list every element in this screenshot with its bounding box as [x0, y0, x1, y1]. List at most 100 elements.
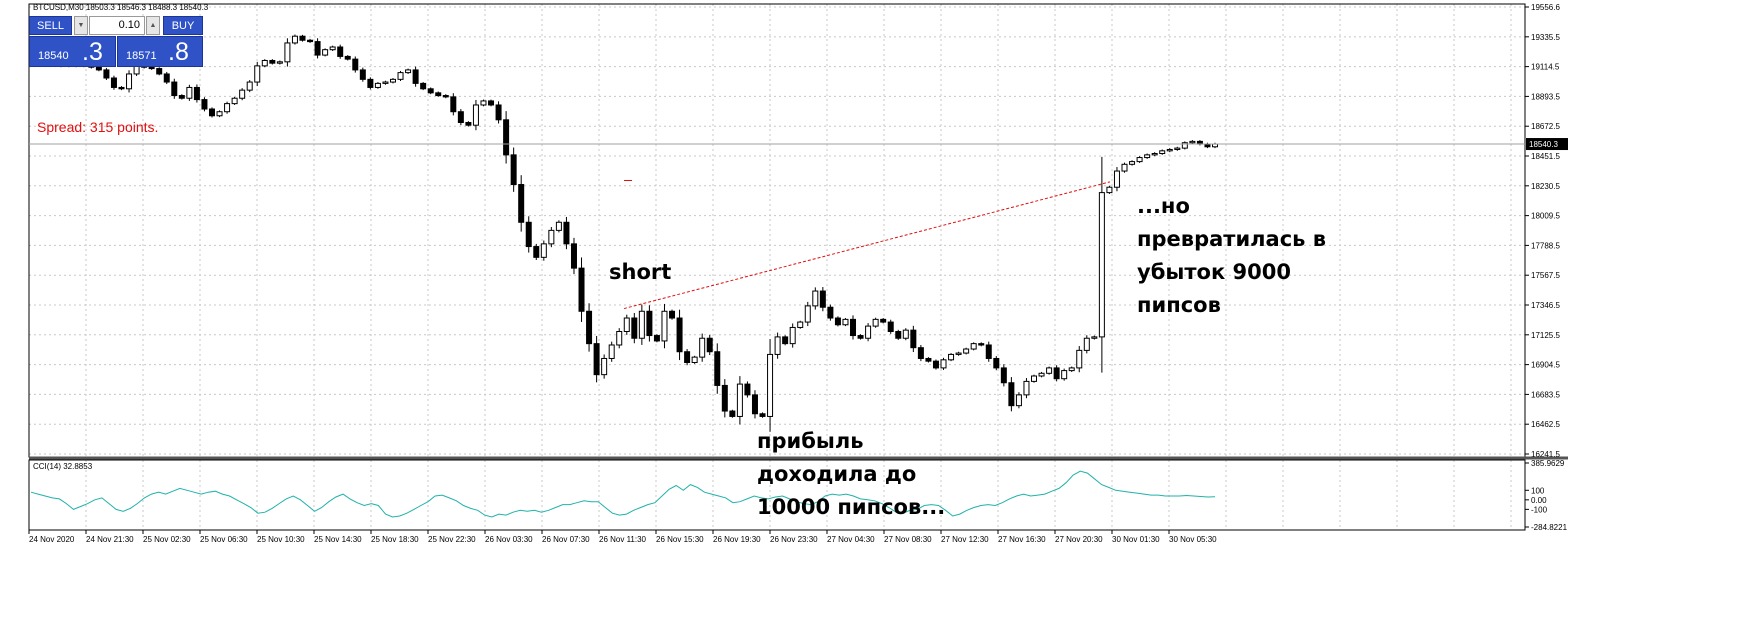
- bull-candle: [601, 357, 608, 376]
- bull-candle: [1121, 163, 1128, 172]
- bull-candle: [661, 310, 668, 342]
- annotation-loss-line: пипсов: [1137, 293, 1221, 317]
- bear-candle: [488, 100, 495, 106]
- time-tick-label: 24 Nov 2020: [29, 535, 75, 544]
- price-tick-label: 19335.5: [1531, 33, 1560, 42]
- bear-candle: [103, 69, 110, 79]
- bull-candle: [1046, 367, 1053, 374]
- lot-size-input[interactable]: 0.10: [89, 16, 145, 35]
- bear-candle: [525, 221, 532, 248]
- bear-candle: [751, 394, 758, 415]
- buy-price-button[interactable]: 18571 .8: [117, 36, 203, 67]
- bull-candle: [736, 383, 743, 417]
- time-tick-label: 27 Nov 16:30: [998, 535, 1046, 544]
- bull-candle: [1159, 150, 1166, 155]
- bear-candle: [850, 318, 857, 337]
- annotation-profit-line: прибыль: [757, 429, 864, 453]
- sell-button[interactable]: SELL: [29, 16, 72, 35]
- bear-candle: [684, 351, 691, 364]
- time-tick-label: 27 Nov 08:30: [884, 535, 932, 544]
- bear-candle: [782, 336, 789, 345]
- price-tick-label: 17788.5: [1531, 241, 1560, 250]
- bear-candle: [299, 35, 306, 41]
- bear-candle: [857, 335, 864, 339]
- bear-candle: [518, 184, 525, 223]
- bull-candle: [608, 344, 615, 359]
- bear-candle: [1000, 367, 1007, 384]
- bull-candle: [126, 73, 133, 90]
- spread-label: Spread: 315 points.: [37, 119, 159, 135]
- lot-decrease-button[interactable]: ▼: [74, 16, 88, 35]
- bear-candle: [208, 108, 215, 117]
- bear-candle: [435, 92, 442, 97]
- bull-candle: [329, 46, 336, 51]
- bull-candle: [1038, 372, 1045, 377]
- bear-candle: [1008, 382, 1015, 407]
- annotation-profit-line: доходила до: [757, 462, 917, 486]
- bull-candle: [1061, 370, 1068, 380]
- bid-tag-label: 18540.3: [1529, 140, 1558, 149]
- trade-history-line: [623, 181, 1111, 310]
- bear-candle: [193, 86, 200, 101]
- candles: [35, 34, 1218, 432]
- bull-candle: [1174, 147, 1181, 150]
- bull-candle: [472, 104, 479, 126]
- bull-candle: [480, 100, 487, 106]
- bull-candle: [948, 353, 955, 361]
- bull-candle: [389, 78, 396, 83]
- bull-candle: [1098, 192, 1105, 338]
- bid-price-big: .3: [82, 38, 103, 66]
- bear-candle: [495, 104, 502, 121]
- time-tick-label: 26 Nov 03:30: [485, 535, 533, 544]
- bull-candle: [548, 229, 555, 245]
- bear-candle: [895, 331, 902, 339]
- bear-candle: [457, 111, 464, 124]
- price-axis: 19556.6 19335.5 19114.5 18893.5 18672.5 18451…: [1525, 3, 1560, 459]
- price-tick-label: 19114.5: [1531, 63, 1560, 72]
- time-tick-label: 25 Nov 22:30: [428, 535, 476, 544]
- time-tick-label: 25 Nov 14:30: [314, 535, 362, 544]
- bear-candle: [442, 95, 449, 98]
- bear-candle: [427, 88, 434, 94]
- time-tick-label: 26 Nov 07:30: [542, 535, 590, 544]
- bull-candle: [902, 329, 909, 339]
- time-tick-label: 25 Nov 06:30: [200, 535, 248, 544]
- bear-candle: [910, 329, 917, 349]
- time-tick-label: 24 Nov 21:30: [86, 535, 134, 544]
- bid-price-small: 18540: [38, 50, 69, 62]
- bull-candle: [397, 72, 404, 80]
- bull-candle: [865, 325, 872, 339]
- cci-tick-label: 0.00: [1531, 496, 1547, 505]
- bear-candle: [578, 267, 585, 312]
- price-tick-label: 17125.5: [1531, 331, 1560, 340]
- time-tick-label: 27 Nov 04:30: [827, 535, 875, 544]
- one-click-trading-panel: SELL ▼ 0.10 ▲ BUY 18540 .3 18571 .8: [29, 16, 203, 67]
- bear-candle: [669, 310, 676, 319]
- bull-candle: [872, 318, 879, 327]
- bull-candle: [1106, 186, 1113, 194]
- bull-candle: [699, 337, 706, 358]
- sell-price-button[interactable]: 18540 .3: [29, 36, 116, 67]
- cci-tick-label: 100: [1531, 486, 1545, 495]
- bull-candle: [812, 290, 819, 307]
- bull-candle: [1136, 157, 1143, 163]
- bull-candle: [1031, 375, 1038, 382]
- lot-increase-button[interactable]: ▲: [146, 16, 160, 35]
- annotation-profit-line: 10000 пипсов...: [757, 495, 946, 519]
- bear-candle: [570, 243, 577, 269]
- bull-candle: [963, 348, 970, 354]
- bull-candle: [789, 326, 796, 345]
- bear-candle: [465, 122, 472, 126]
- bear-candle: [156, 68, 163, 75]
- bear-candle: [676, 317, 683, 353]
- bear-candle: [1053, 367, 1060, 380]
- bear-candle: [110, 77, 117, 88]
- bull-candle: [374, 82, 381, 88]
- bear-candle: [533, 246, 540, 258]
- cci-grid: [85, 460, 1512, 530]
- buy-button[interactable]: BUY: [163, 16, 203, 35]
- bid-tag-box: [1526, 138, 1568, 151]
- bull-candle: [276, 61, 283, 64]
- bear-candle: [420, 82, 427, 90]
- bull-candle: [1144, 154, 1151, 159]
